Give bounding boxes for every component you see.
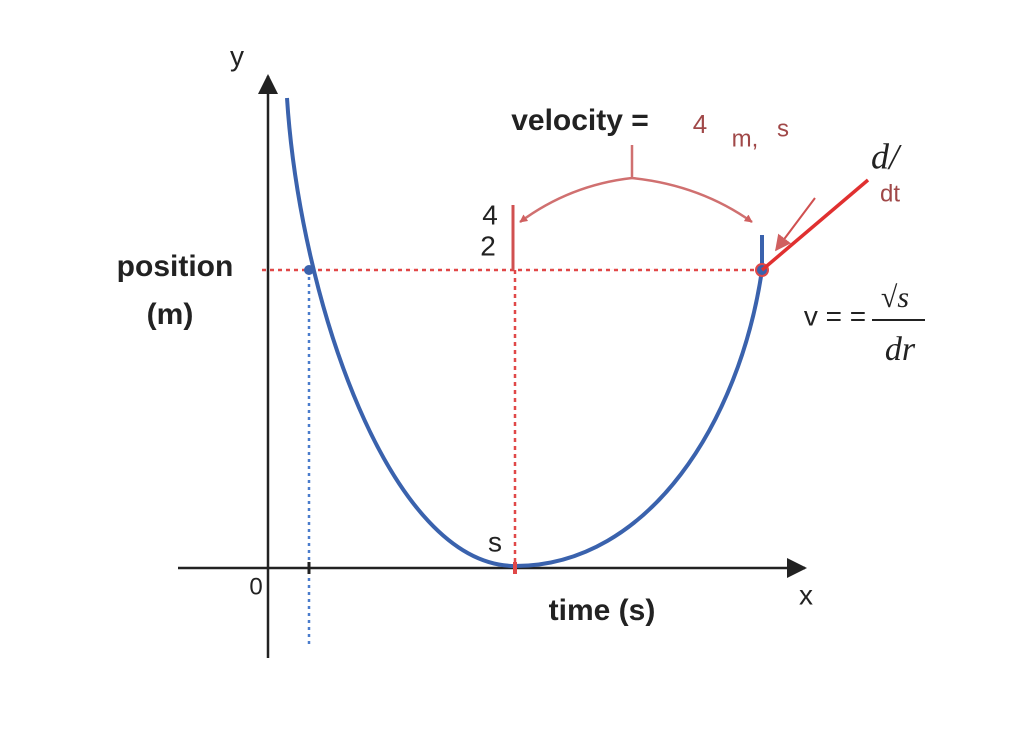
tick-label: 4: [482, 199, 498, 230]
formula-numerator: √s: [881, 281, 909, 314]
tangent-line: [760, 178, 870, 272]
velocity-unit: s: [777, 115, 789, 142]
y-label: y: [230, 40, 244, 71]
x-label: x: [799, 579, 813, 610]
origin-label: 0: [249, 573, 262, 600]
tangent-arrow: [775, 197, 816, 252]
velocity-value: 4: [693, 109, 707, 139]
formula-lhs: v = =: [804, 300, 866, 331]
derivative-bottom: dt: [880, 180, 900, 207]
y-title: (m): [147, 298, 194, 331]
point: [304, 265, 314, 275]
velocity-brace: [519, 145, 753, 224]
x-title: time (s): [549, 594, 656, 627]
min-label: s: [488, 526, 502, 557]
formula-denominator: dr: [885, 331, 916, 368]
velocity-label: velocity =: [511, 104, 649, 137]
velocity-unit: m,: [732, 125, 759, 152]
tick-label: 2: [480, 230, 496, 261]
derivative-top: d/: [871, 136, 902, 176]
y-title: position: [117, 250, 234, 283]
